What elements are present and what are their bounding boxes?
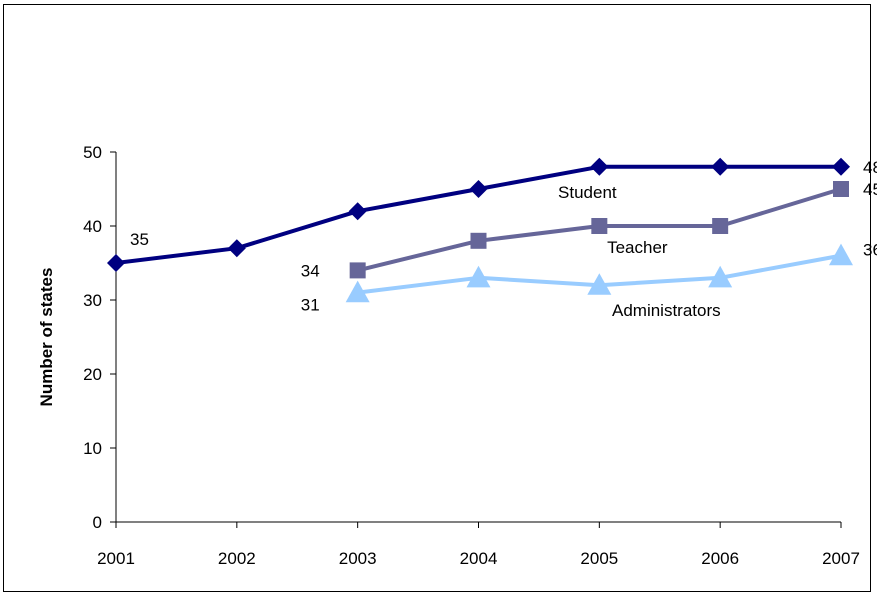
- x-tick-label: 2002: [218, 549, 256, 568]
- series-label-student: Student: [558, 183, 617, 202]
- y-tick-label: 10: [83, 439, 102, 458]
- data-point-student: [227, 239, 246, 258]
- data-label: 45: [863, 180, 877, 199]
- y-tick-label: 0: [93, 513, 102, 532]
- data-point-student: [348, 202, 367, 221]
- data-point-administrators: [708, 265, 733, 288]
- data-label: 34: [301, 261, 320, 280]
- data-label: 31: [301, 296, 320, 315]
- series-label-teacher: Teacher: [607, 238, 668, 257]
- y-tick-label: 50: [83, 143, 102, 162]
- chart-frame: [3, 4, 871, 592]
- series-label-administrators: Administrators: [612, 301, 721, 320]
- x-tick-label: 2007: [822, 549, 860, 568]
- y-tick-label: 40: [83, 217, 102, 236]
- data-point-teacher: [349, 262, 366, 279]
- data-point-teacher: [470, 232, 487, 249]
- x-tick-label: 2001: [97, 549, 135, 568]
- data-point-administrators: [466, 265, 491, 288]
- data-point-teacher: [591, 218, 608, 234]
- x-tick-label: 2005: [580, 549, 618, 568]
- data-point-teacher: [833, 181, 849, 197]
- plot-area: 0 10 20 30 40 50 2001 2002 2003 2004 2005 2006 2007 3…: [83, 143, 877, 568]
- data-point-teacher: [712, 218, 729, 234]
- data-label: 36: [863, 241, 877, 260]
- x-tick-label: 2004: [460, 549, 498, 568]
- data-point-administrators: [587, 273, 612, 295]
- data-point-student: [711, 157, 730, 176]
- x-tick-label: 2006: [701, 549, 739, 568]
- data-point-student: [590, 157, 609, 176]
- data-point-administrators: [345, 280, 370, 303]
- data-point-student: [832, 157, 850, 176]
- x-tick-label: 2003: [339, 549, 377, 568]
- data-point-student: [107, 254, 125, 272]
- data-label: 48: [863, 158, 877, 177]
- y-tick-label: 30: [83, 291, 102, 310]
- data-label: 35: [130, 230, 149, 249]
- y-axis-title: Number of states: [37, 268, 56, 407]
- data-point-administrators: [829, 243, 853, 266]
- data-point-student: [469, 180, 488, 198]
- y-tick-label: 20: [83, 365, 102, 384]
